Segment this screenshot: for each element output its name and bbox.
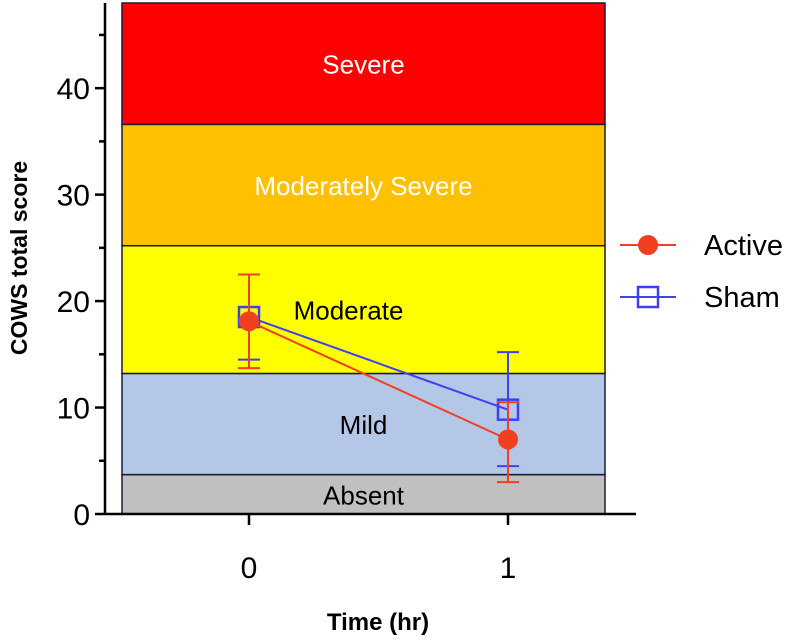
data-point: [498, 429, 518, 450]
legend-marker: [638, 235, 658, 255]
series-active: [238, 273, 519, 484]
severity-bands: Absent Mild Moderate Moderately Severe Sever…: [121, 2, 606, 515]
legend-entry-active: Active: [620, 230, 783, 262]
band-label-moderately-severe: Moderately Severe: [254, 171, 472, 201]
y-tick-label: 20: [57, 286, 90, 319]
y-tick-label: 10: [57, 393, 90, 426]
legend-entry-sham: Sham: [620, 282, 780, 314]
data-series: [237, 273, 520, 484]
y-tick-label: 0: [73, 499, 90, 532]
axes: 0 10 20 30 40 0 1: [57, 3, 636, 585]
y-axis-title: COWS total score: [6, 161, 32, 355]
band-label-severe: Severe: [322, 50, 404, 80]
x-tick-label: 1: [500, 552, 517, 585]
x-axis-title: Time (hr): [327, 609, 429, 636]
y-tick-label: 30: [57, 180, 90, 213]
series-line-active: [248, 320, 509, 441]
band-mild: [121, 372, 606, 476]
band-absent: [121, 473, 606, 515]
band-severe: [121, 2, 606, 126]
band-label-moderate: Moderate: [294, 296, 404, 326]
series-line-sham: [248, 316, 509, 411]
legend-marker: [636, 285, 660, 309]
legend: Active Sham: [620, 230, 783, 314]
legend-label: Active: [704, 230, 783, 262]
band-label-mild: Mild: [340, 410, 388, 440]
band-label-absent: Absent: [323, 480, 405, 510]
x-tick-label: 0: [241, 552, 258, 585]
legend-label: Sham: [704, 282, 780, 314]
data-point: [239, 311, 259, 332]
band-moderately-severe: [121, 123, 606, 247]
y-tick-label: 40: [57, 73, 90, 106]
